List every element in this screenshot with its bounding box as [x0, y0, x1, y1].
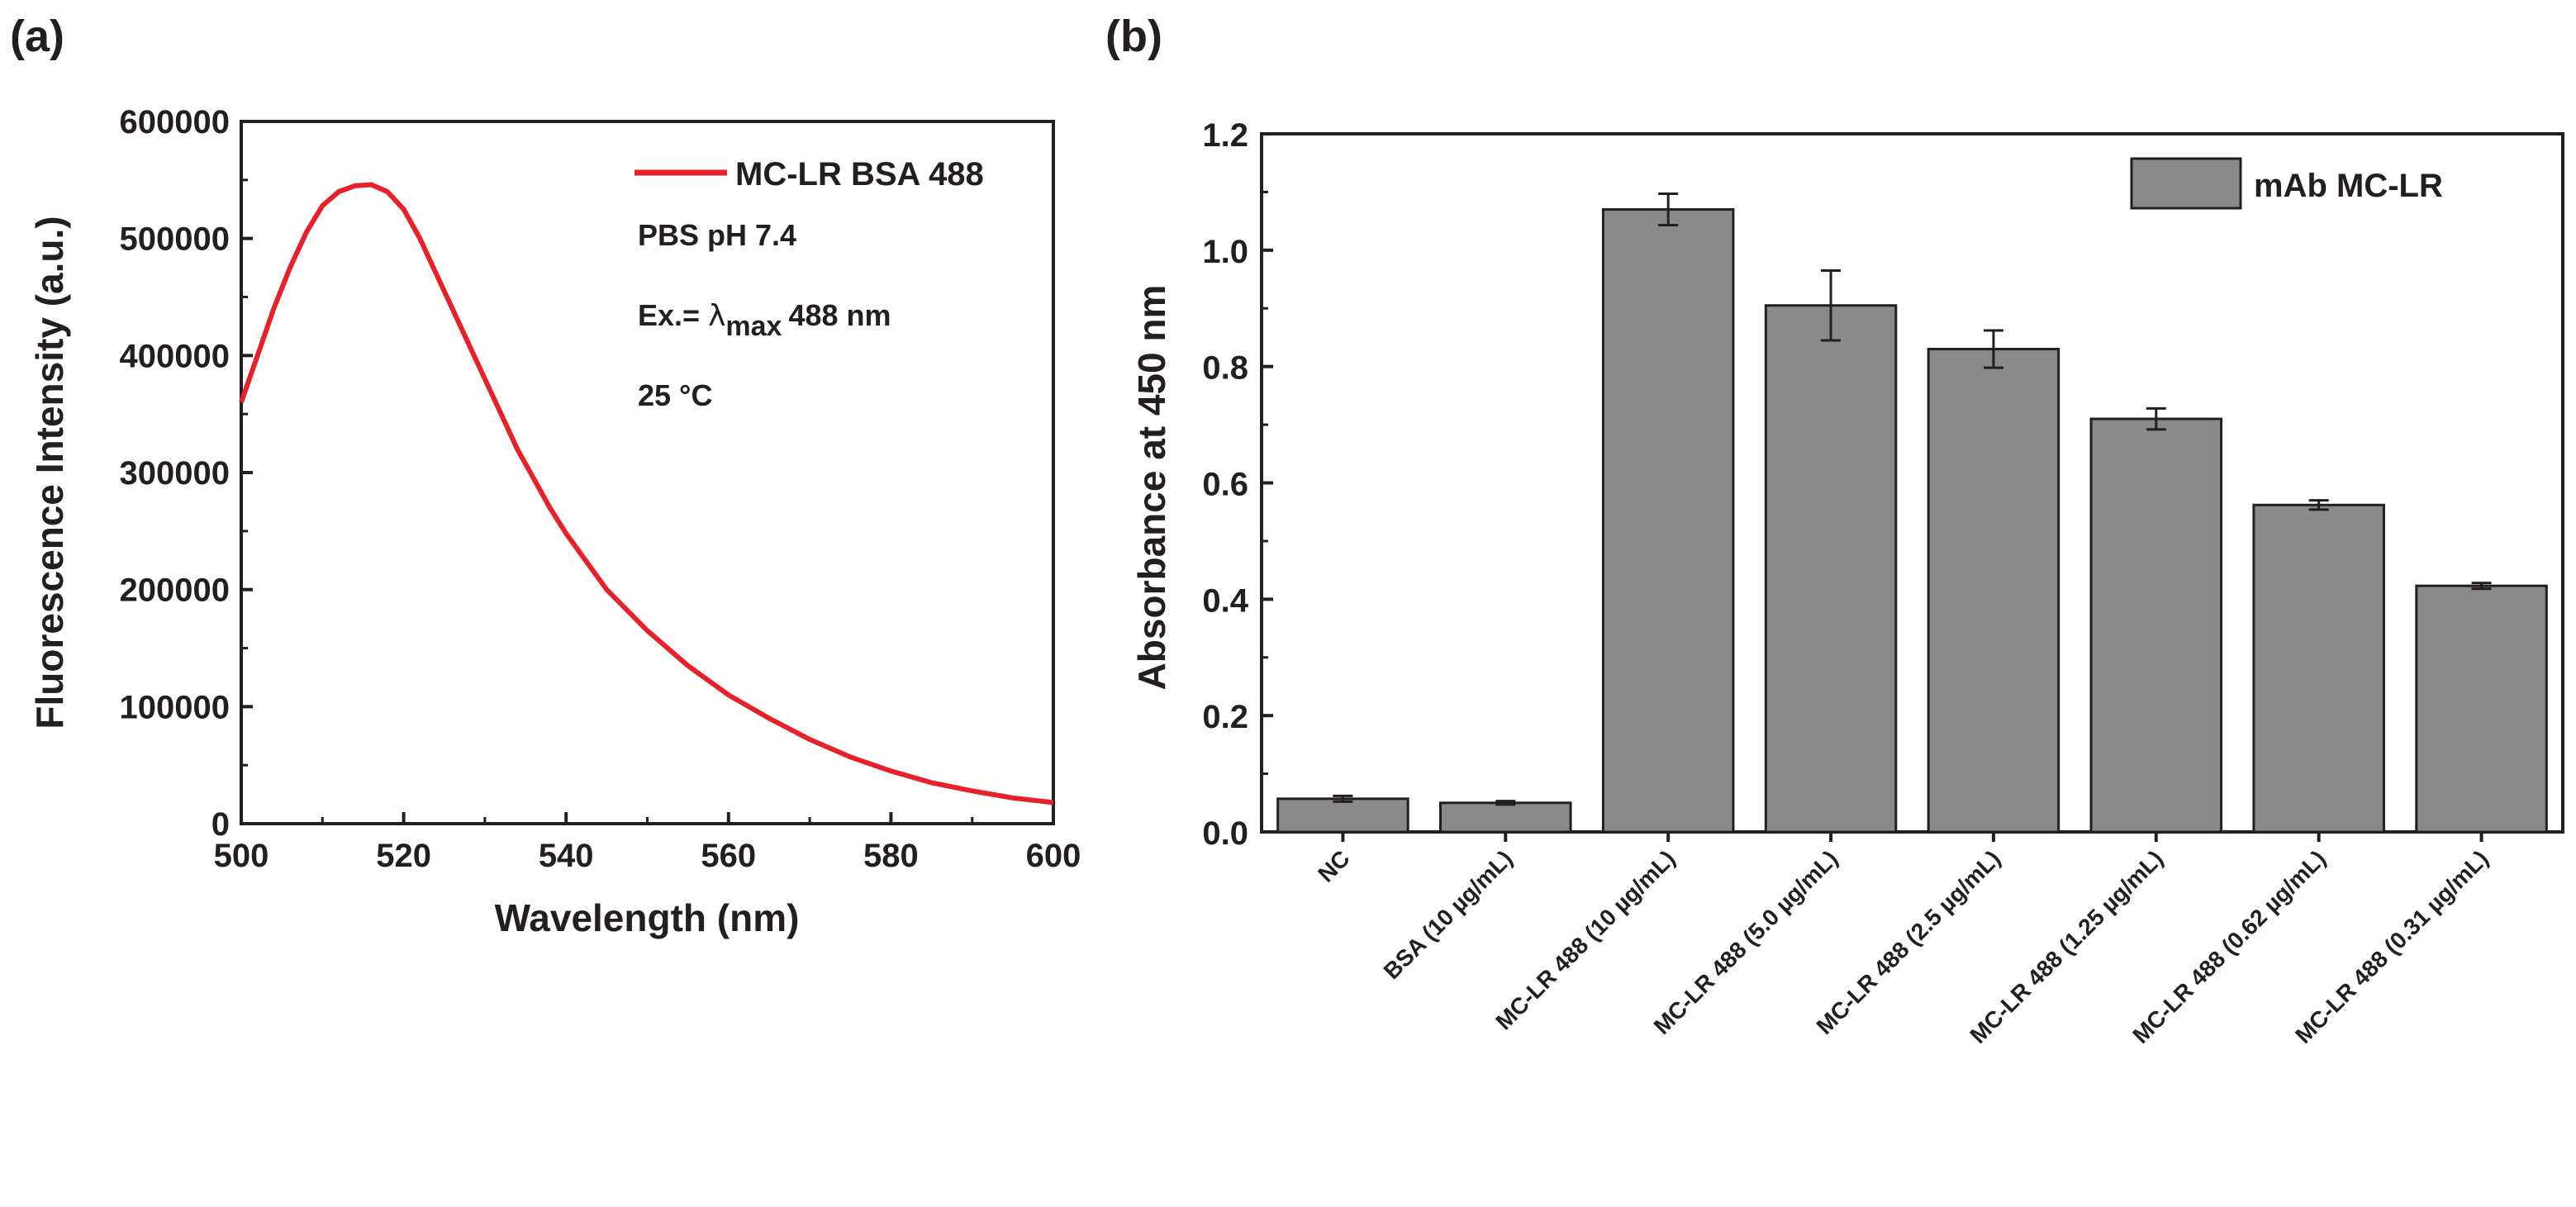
y-axis-label-b: Absorbance at 450 nm	[1130, 285, 1173, 691]
category-label: BSA (10 µg/mL)	[1379, 845, 1518, 984]
y-axis-ticks-b: 0.0 0.2 0.4 0.6 0.8 1.0 1.2	[1202, 117, 1273, 852]
bar	[1764, 304, 1898, 834]
legend-swatch-b	[2130, 157, 2242, 210]
annotation-excitation: Ex.= λmax 488 nm	[638, 298, 891, 342]
bar	[2415, 584, 2548, 834]
x-axis-ticks-a: 500 520 540 560 580 600	[214, 812, 1081, 874]
category-label: MC-LR 488 (10 µg/mL)	[1490, 845, 1680, 1034]
y-axis-label-a: Fluorescence Intensity (a.u.)	[28, 216, 71, 729]
panel-a: (a) 500 520 540 560 580 600 0 100000 200000 3000…	[10, 12, 1081, 939]
annotation-temperature: 25 °C	[638, 378, 712, 412]
y-tick-label-a: 300000	[120, 455, 230, 492]
y-tick-label-a: 400000	[120, 338, 230, 374]
y-tick-label-b: 0.4	[1202, 582, 1248, 619]
panel-label-b: (b)	[1105, 12, 1162, 61]
bar	[2252, 503, 2385, 834]
x-tick-label-a: 540	[539, 838, 594, 874]
y-tick-label-a: 200000	[120, 573, 230, 609]
y-tick-label-b: 1.2	[1202, 117, 1248, 154]
series-line-mc-lr-bsa-488	[239, 182, 1054, 805]
x-axis-label-a: Wavelength (nm)	[495, 896, 800, 939]
category-label: NC	[1313, 845, 1355, 887]
category-label: MC-LR 488 (0.31 µg/mL)	[2290, 845, 2493, 1048]
category-label: MC-LR 488 (5.0 µg/mL)	[1649, 845, 1843, 1039]
legend-label-a: MC-LR BSA 488	[735, 156, 984, 192]
y-tick-label-b: 0.0	[1202, 815, 1248, 852]
legend-a: MC-LR BSA 488	[634, 156, 984, 192]
y-tick-label-b: 0.8	[1202, 350, 1248, 387]
panel-b: (b) 0.0 0.2 0.4 0.6 0.8 1.0 1.2 NC BSA (10 µg/m…	[1105, 12, 2564, 1048]
legend-b: mAb MC-LR	[2130, 157, 2443, 210]
y-tick-label-a: 600000	[120, 104, 230, 140]
category-labels-b: NC BSA (10 µg/mL)MC-LR 488 (10 µg/mL)MC-L…	[1313, 832, 2493, 1048]
y-tick-label-b: 0.2	[1202, 699, 1248, 735]
x-tick-label-a: 580	[863, 838, 919, 874]
y-tick-label-a: 500000	[120, 221, 230, 258]
y-tick-label-a: 100000	[120, 689, 230, 725]
x-tick-label-a: 560	[701, 838, 756, 874]
x-tick-label-a: 520	[376, 838, 431, 874]
x-tick-label-a: 500	[214, 838, 269, 874]
panel-label-a: (a)	[10, 12, 64, 61]
y-axis-ticks-a: 0 100000 200000 300000 400000 500000 600000	[120, 104, 253, 843]
category-label: MC-LR 488 (0.62 µg/mL)	[2127, 845, 2331, 1048]
category-label: MC-LR 488 (1.25 µg/mL)	[1965, 845, 2168, 1048]
bar	[1276, 797, 1409, 834]
legend-label-b: mAb MC-LR	[2254, 168, 2443, 204]
annotation-buffer: PBS pH 7.4	[638, 218, 796, 252]
y-tick-label-b: 0.6	[1202, 467, 1248, 503]
x-tick-label-a: 600	[1026, 838, 1081, 874]
bar	[1927, 348, 2060, 834]
y-tick-label-b: 1.0	[1202, 234, 1248, 270]
y-tick-label-a: 0	[211, 806, 230, 843]
bar	[2089, 417, 2223, 834]
bar	[1601, 208, 1735, 834]
category-label: MC-LR 488 (2.5 µg/mL)	[1812, 845, 2006, 1039]
bars-b	[1276, 192, 2548, 834]
bar	[1439, 801, 1572, 834]
